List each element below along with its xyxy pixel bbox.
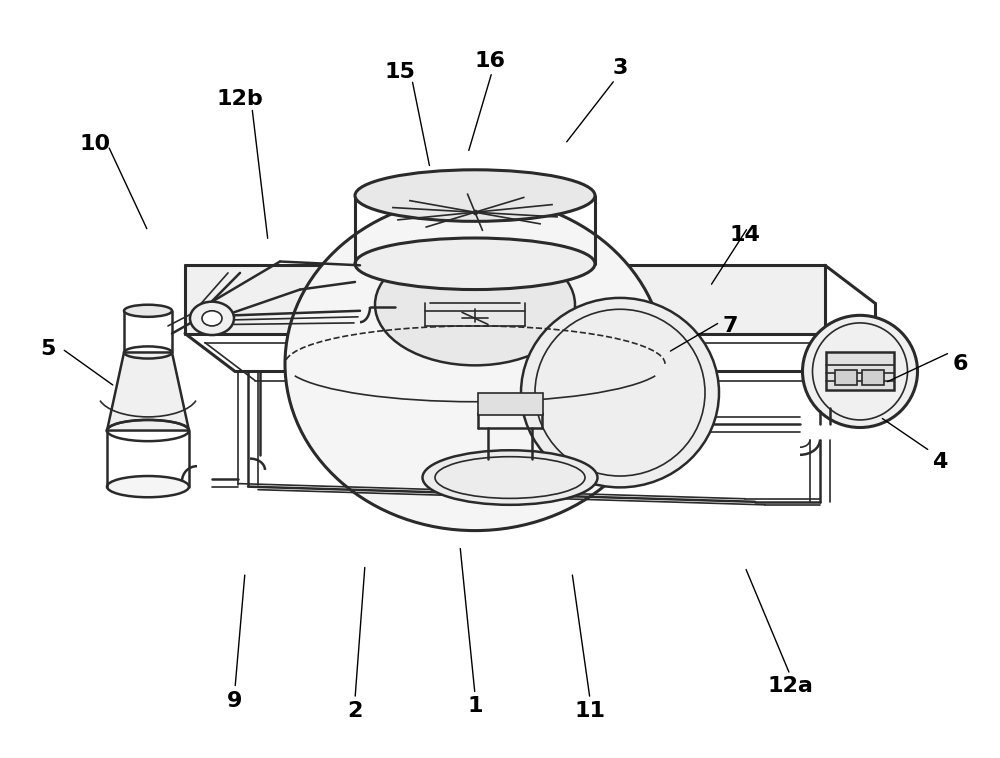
Ellipse shape bbox=[285, 197, 665, 531]
Ellipse shape bbox=[355, 170, 595, 221]
Text: 12b: 12b bbox=[217, 89, 263, 108]
Text: 11: 11 bbox=[574, 701, 606, 721]
Text: 3: 3 bbox=[612, 58, 628, 78]
Text: 10: 10 bbox=[79, 134, 111, 154]
Ellipse shape bbox=[521, 298, 719, 487]
Ellipse shape bbox=[375, 244, 575, 365]
Bar bbox=[862, 370, 884, 385]
Ellipse shape bbox=[802, 315, 918, 428]
Text: 5: 5 bbox=[40, 339, 56, 359]
Text: 7: 7 bbox=[722, 316, 738, 336]
Text: 14: 14 bbox=[730, 225, 760, 245]
Text: 4: 4 bbox=[932, 453, 948, 472]
Text: 15: 15 bbox=[385, 62, 415, 82]
Ellipse shape bbox=[422, 450, 598, 505]
Ellipse shape bbox=[355, 238, 595, 290]
Text: 16: 16 bbox=[475, 51, 506, 70]
Bar bbox=[478, 393, 543, 415]
Polygon shape bbox=[185, 265, 825, 334]
Text: 9: 9 bbox=[227, 691, 243, 711]
Text: 2: 2 bbox=[347, 701, 363, 721]
Bar bbox=[826, 352, 894, 390]
Text: 12a: 12a bbox=[767, 676, 813, 696]
Text: 6: 6 bbox=[952, 354, 968, 374]
Circle shape bbox=[202, 311, 222, 326]
Ellipse shape bbox=[124, 305, 172, 317]
Polygon shape bbox=[107, 352, 189, 431]
Bar bbox=[835, 370, 857, 385]
Ellipse shape bbox=[107, 476, 189, 497]
Circle shape bbox=[190, 302, 234, 335]
Text: 1: 1 bbox=[467, 697, 483, 716]
